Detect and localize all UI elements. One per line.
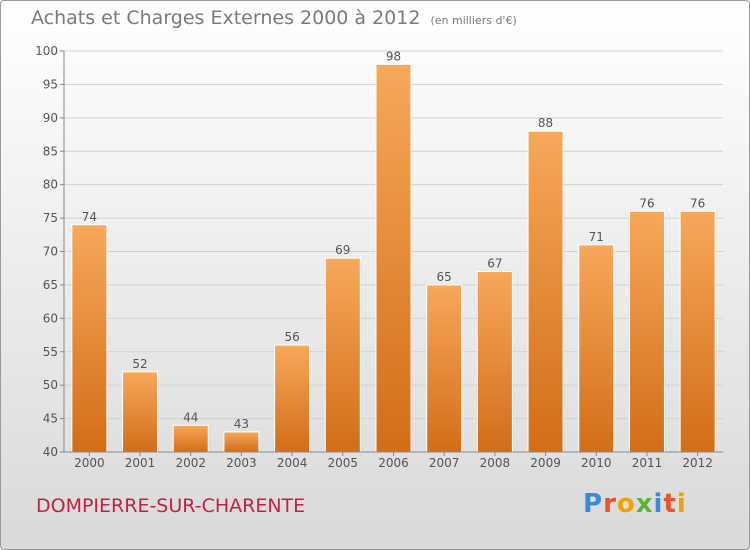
bar-2004 — [274, 344, 311, 453]
x-axis: 2000 2001 2002 2003 2004 2005 2006 2007 2008 2009… — [64, 451, 723, 470]
x-tick-label: 2009 — [530, 456, 561, 470]
data-label: 56 — [284, 330, 299, 344]
bar-2006 — [375, 63, 412, 453]
y-axis: 40 45 50 55 60 65 70 75 80 85 90 95 100 — [35, 44, 65, 459]
proxiti-logo: Proxiti — [583, 489, 687, 519]
data-label: 74 — [82, 210, 97, 224]
y-tick-label: 45 — [43, 412, 58, 426]
data-label: 65 — [437, 270, 452, 284]
bar-2001 — [122, 371, 159, 453]
data-label: 67 — [487, 257, 502, 271]
data-label: 71 — [589, 230, 604, 244]
y-tick-label: 60 — [43, 311, 58, 325]
bar-2002 — [172, 424, 209, 453]
x-tick-label: 2003 — [226, 456, 257, 470]
y-tick-label: 85 — [43, 144, 58, 158]
x-tick-label: 2007 — [429, 456, 460, 470]
bar-2000 — [71, 224, 108, 453]
data-label: 43 — [234, 417, 249, 431]
bars — [71, 63, 716, 453]
bar-2005 — [324, 257, 361, 453]
y-tick-label: 75 — [43, 211, 58, 225]
data-labels: 74 52 44 43 56 69 98 65 67 88 71 76 76 — [82, 49, 706, 431]
y-tick-label: 50 — [43, 378, 58, 392]
data-label: 88 — [538, 116, 553, 130]
chart-title: Achats et Charges Externes 2000 à 2012 — [31, 7, 421, 29]
data-label: 69 — [335, 243, 350, 257]
x-tick-label: 2001 — [125, 456, 156, 470]
bar-2011 — [628, 210, 665, 453]
data-label: 44 — [183, 410, 198, 424]
y-tick-label: 80 — [43, 178, 58, 192]
bar-2008 — [476, 271, 513, 453]
bar-2010 — [578, 244, 615, 453]
y-tick-label: 100 — [35, 44, 58, 58]
x-tick-label: 2008 — [480, 456, 511, 470]
data-label: 76 — [690, 196, 705, 210]
bar-2009 — [527, 130, 564, 453]
y-tick-label: 65 — [43, 278, 58, 292]
x-tick-label: 2010 — [581, 456, 612, 470]
bar-2007 — [426, 284, 463, 453]
x-tick-label: 2004 — [277, 456, 308, 470]
bar-2012 — [679, 210, 716, 453]
city-name: DOMPIERRE-SUR-CHARENTE — [36, 495, 306, 517]
data-label: 52 — [132, 357, 147, 371]
x-tick-label: 2012 — [682, 456, 713, 470]
data-label: 98 — [386, 49, 401, 63]
y-tick-label: 90 — [43, 111, 58, 125]
y-tick-label: 55 — [43, 345, 58, 359]
x-tick-label: 2000 — [74, 456, 105, 470]
y-tick-label: 70 — [43, 245, 58, 259]
y-tick-label: 40 — [43, 445, 58, 459]
chart-subtitle: (en milliers d'€) — [430, 14, 517, 27]
data-label: 76 — [639, 196, 654, 210]
x-tick-label: 2005 — [328, 456, 359, 470]
x-tick-label: 2006 — [378, 456, 409, 470]
title-row: Achats et Charges Externes 2000 à 2012 (e… — [31, 7, 517, 29]
x-tick-label: 2011 — [632, 456, 663, 470]
bar-2003 — [223, 431, 260, 453]
x-tick-label: 2002 — [175, 456, 206, 470]
y-tick-label: 95 — [43, 77, 58, 91]
